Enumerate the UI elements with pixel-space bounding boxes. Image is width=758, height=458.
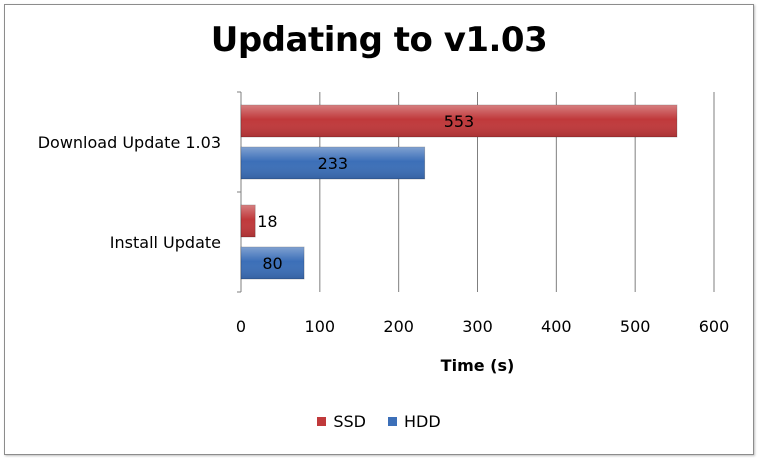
legend-item-ssd: SSD — [317, 412, 366, 431]
data-label-ssd-0: 553 — [444, 112, 475, 131]
legend-label-ssd: SSD — [333, 412, 366, 431]
data-label-hdd-0: 233 — [318, 154, 349, 173]
legend: SSD HDD — [0, 412, 758, 431]
bar-shade-hdd-1 — [241, 247, 305, 279]
x-tick-label-200: 200 — [383, 317, 414, 336]
x-tick-label-0: 0 — [236, 317, 246, 336]
x-tick-label-500: 500 — [620, 317, 651, 336]
chart-frame — [4, 4, 754, 455]
data-label-hdd-1: 80 — [262, 254, 282, 273]
x-axis-label: Time (s) — [441, 356, 515, 375]
data-label-ssd-1: 18 — [257, 212, 277, 231]
bar-shade-ssd-0 — [241, 105, 677, 137]
x-tick-label-600: 600 — [699, 317, 730, 336]
legend-label-hdd: HDD — [403, 412, 441, 431]
category-label-1: Install Update — [110, 233, 221, 252]
bar-shade-hdd-0 — [241, 147, 425, 179]
x-tick-label-400: 400 — [541, 317, 572, 336]
bar-shade-ssd-1 — [241, 205, 256, 237]
x-tick-label-100: 100 — [305, 317, 336, 336]
legend-swatch-hdd — [387, 417, 397, 426]
legend-swatch-ssd — [317, 417, 327, 426]
legend-item-hdd: HDD — [387, 412, 441, 431]
category-label-0: Download Update 1.03 — [38, 133, 221, 152]
x-tick-label-300: 300 — [462, 317, 493, 336]
chart-title: Updating to v1.03 — [210, 20, 548, 60]
